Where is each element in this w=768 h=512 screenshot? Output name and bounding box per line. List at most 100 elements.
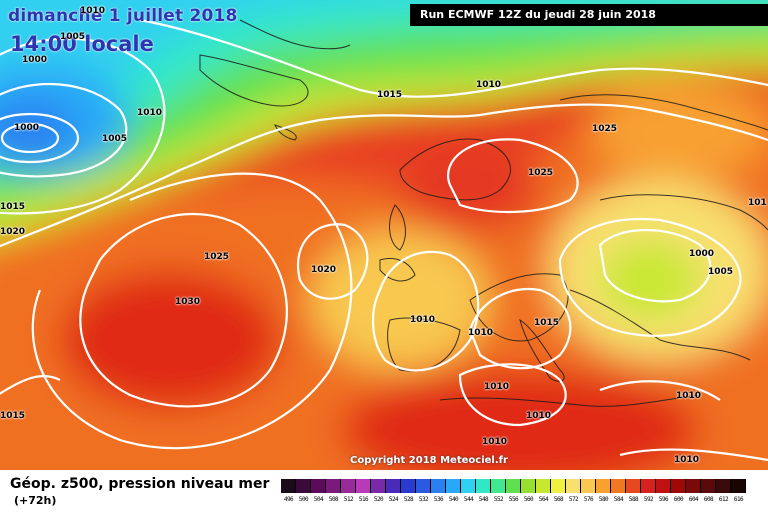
scale-tick-label: 596 (658, 496, 669, 503)
scale-tick-label: 580 (598, 496, 609, 503)
isobar-label: 1025 (204, 252, 230, 262)
scale-swatch (416, 479, 431, 493)
legend-title: Géop. z500, pression niveau mer (10, 476, 270, 492)
scale-swatch (476, 479, 491, 493)
scale-tick-label: 600 (673, 496, 684, 503)
isobar-label: 1030 (175, 297, 201, 307)
scale-swatch (401, 479, 416, 493)
scale-swatch (461, 479, 476, 493)
isobar-label: 1000 (14, 123, 40, 133)
scale-tick-label: 532 (418, 496, 429, 503)
scale-swatch (296, 479, 311, 493)
scale-tick-label: 520 (373, 496, 384, 503)
legend-lead-time: (+72h) (14, 494, 57, 507)
scale-swatch (671, 479, 686, 493)
isobar-label: 1010 (137, 108, 163, 118)
scale-tick-label: 544 (463, 496, 474, 503)
scale-tick-label: 496 (283, 496, 294, 503)
isobar-label: 1000 (22, 55, 48, 65)
scale-tick-label: 508 (328, 496, 339, 503)
scale-tick-label: 512 (343, 496, 354, 503)
scale-swatch (656, 479, 671, 493)
scale-swatch (536, 479, 551, 493)
legend-bar: Géop. z500, pression niveau mer (+72h) 4… (0, 470, 768, 512)
scale-tick-label: 516 (358, 496, 369, 503)
isobar-label: 1005 (60, 32, 86, 42)
scale-tick-label: 588 (628, 496, 639, 503)
isobar-lines (0, 18, 768, 462)
weather-map: dimanche 1 juillet 2018 14:00 locale Run… (0, 0, 768, 470)
isobar-label: 1025 (592, 124, 618, 134)
scale-swatch (566, 479, 581, 493)
scale-swatch (386, 479, 401, 493)
scale-tick-label: 584 (613, 496, 624, 503)
scale-tick-label: 564 (538, 496, 549, 503)
scale-tick-label: 500 (298, 496, 309, 503)
isobar-label: 1010 (484, 382, 510, 392)
isobar-label: 1010 (676, 391, 702, 401)
scale-swatch (281, 479, 296, 493)
scale-swatch (326, 479, 341, 493)
scale-tick-label: 608 (703, 496, 714, 503)
scale-tick-label: 604 (688, 496, 699, 503)
isobar-label: 1005 (102, 134, 128, 144)
isobar-label: 101 (748, 198, 767, 208)
forecast-date: dimanche 1 juillet 2018 (8, 6, 238, 26)
isobar-label: 1025 (528, 168, 554, 178)
scale-tick-label: 524 (388, 496, 399, 503)
scale-tick-label: 548 (478, 496, 489, 503)
isobar-label: 1010 (482, 437, 508, 447)
scale-swatch (431, 479, 446, 493)
scale-swatch (371, 479, 386, 493)
scale-swatch (311, 479, 326, 493)
scale-tick-label: 568 (553, 496, 564, 503)
scale-swatch (716, 479, 731, 493)
scale-tick-label: 540 (448, 496, 459, 503)
isobar-label: 1010 (468, 328, 494, 338)
scale-tick-label: 612 (718, 496, 729, 503)
scale-swatch (731, 479, 746, 493)
scale-tick-label: 504 (313, 496, 324, 503)
scale-swatch (611, 479, 626, 493)
scale-swatch (701, 479, 716, 493)
scale-swatch (521, 479, 536, 493)
scale-tick-label: 552 (493, 496, 504, 503)
coastlines (199, 19, 768, 407)
scale-swatch (686, 479, 701, 493)
isobar-label: 1015 (377, 90, 403, 100)
forecast-time: 14:00 locale (10, 32, 154, 56)
isobar-label: 1010 (476, 80, 502, 90)
scale-swatch (551, 479, 566, 493)
scale-tick-label: 616 (733, 496, 744, 503)
scale-swatch (641, 479, 656, 493)
scale-tick-label: 556 (508, 496, 519, 503)
isobar-label: 1020 (0, 227, 26, 237)
isobar-label: 1015 (534, 318, 560, 328)
scale-tick-label: 536 (433, 496, 444, 503)
isobar-label: 1020 (311, 265, 337, 275)
isobar-label: 1000 (689, 249, 715, 259)
color-scale (281, 479, 746, 493)
scale-tick-label: 528 (403, 496, 414, 503)
scale-swatch (491, 479, 506, 493)
isobar-label: 1015 (0, 202, 26, 212)
scale-swatch (626, 479, 641, 493)
scale-swatch (446, 479, 461, 493)
copyright-text: Copyright 2018 Meteociel.fr (350, 455, 508, 466)
isobar-label: 1010 (410, 315, 436, 325)
scale-tick-label: 592 (643, 496, 654, 503)
z500-field (0, 0, 768, 470)
color-scale-ticks: 496 500 504 508 512 516 520 524 528 532 536 540 544 5… (281, 496, 746, 503)
isobar-label: 1010 (80, 6, 106, 16)
scale-swatch (581, 479, 596, 493)
scale-swatch (596, 479, 611, 493)
scale-tick-label: 576 (583, 496, 594, 503)
map-canvas (0, 0, 768, 470)
isobar-label: 1005 (708, 267, 734, 277)
scale-tick-label: 572 (568, 496, 579, 503)
isobar-label: 1015 (0, 411, 26, 421)
run-label: Run ECMWF 12Z du jeudi 28 juin 2018 (410, 4, 768, 26)
scale-swatch (341, 479, 356, 493)
scale-swatch (506, 479, 521, 493)
